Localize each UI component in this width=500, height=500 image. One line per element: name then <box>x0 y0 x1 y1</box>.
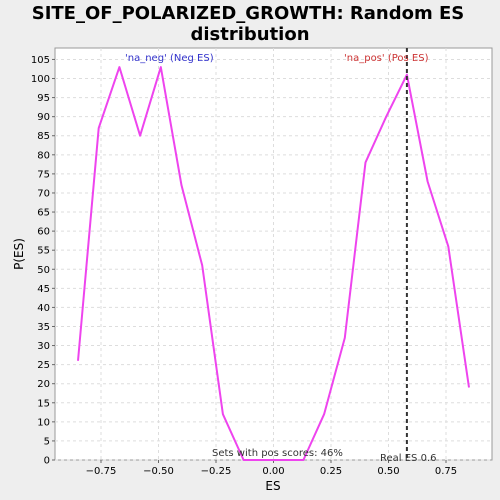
x-tick-label: 0.00 <box>262 466 284 477</box>
y-tick-label: 65 <box>37 208 50 219</box>
y-tick-label: 20 <box>37 379 50 390</box>
chart-title-line-1: SITE_OF_POLARIZED_GROWTH: Random ES <box>32 3 465 24</box>
y-tick-label: 5 <box>44 436 50 447</box>
sets-pos-scores-text: Sets with pos scores: 46% <box>212 448 343 459</box>
x-tick-label: 0.50 <box>377 466 399 477</box>
y-tick-label: 80 <box>37 150 50 161</box>
y-tick-label: 35 <box>37 322 50 333</box>
y-tick-label: 100 <box>31 74 50 85</box>
y-tick-label: 0 <box>44 456 50 467</box>
real-es-label: Real ES 0.6 <box>380 453 436 464</box>
y-tick-label: 70 <box>37 188 50 199</box>
y-tick-label: 55 <box>37 246 50 257</box>
y-tick-label: 40 <box>37 303 50 314</box>
y-tick-label: 15 <box>37 398 50 409</box>
x-tick-label: 0.25 <box>320 466 342 477</box>
neg-es-label: 'na_neg' (Neg ES) <box>125 53 214 64</box>
y-tick-label: 50 <box>37 265 50 276</box>
y-tick-label: 95 <box>37 93 50 104</box>
y-tick-label: 30 <box>37 341 50 352</box>
x-tick-label: −0.50 <box>143 466 174 477</box>
y-tick-label: 10 <box>37 417 50 428</box>
y-tick-label: 60 <box>37 227 50 238</box>
x-tick-label: −0.75 <box>86 466 117 477</box>
x-axis-label: ES <box>265 479 280 493</box>
series-line <box>77 66 470 461</box>
x-tick-label: −0.25 <box>201 466 232 477</box>
chart-title-line-2: distribution <box>190 24 309 45</box>
y-tick-label: 45 <box>37 284 50 295</box>
y-tick-label: 25 <box>37 360 50 371</box>
y-tick-label: 105 <box>31 55 50 66</box>
y-tick-label: 90 <box>37 112 50 123</box>
y-tick-label: 75 <box>37 169 50 180</box>
y-axis-label: P(ES) <box>12 238 26 270</box>
x-tick-label: 0.75 <box>435 466 457 477</box>
x-axis-ticks: −0.75 −0.50 −0.25 0.00 0.25 0.50 0.75 <box>86 460 457 477</box>
grid <box>55 48 492 461</box>
pos-es-label: 'na_pos' (Pos ES) <box>344 53 429 64</box>
y-axis-ticks: 0 5 10 15 20 25 30 35 40 45 50 55 60 65 70 75 80 85 90 95 10… <box>31 55 55 467</box>
y-tick-label: 85 <box>37 131 50 142</box>
